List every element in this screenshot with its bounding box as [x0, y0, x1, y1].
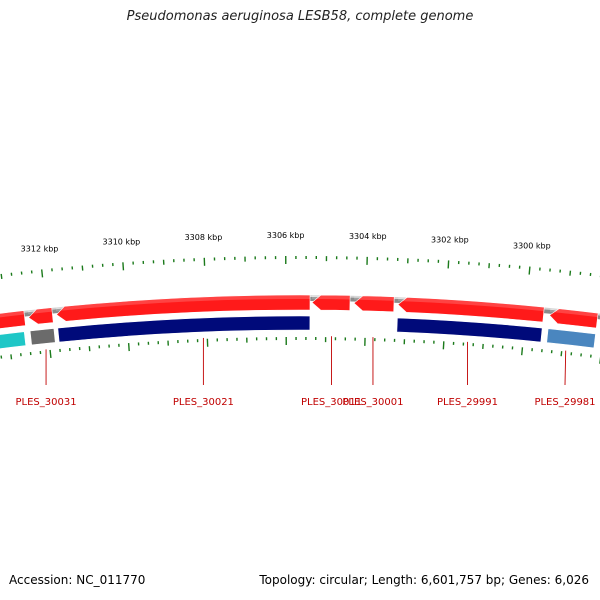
- accession-text: Accession: NC_011770: [9, 573, 146, 587]
- gene-fwd-mid: [311, 294, 351, 311]
- gene-highlight: [354, 295, 395, 301]
- gene-highlight: [55, 295, 311, 312]
- outer-tick: [528, 266, 531, 275]
- outer-tick: [41, 269, 44, 278]
- gene-label: PLES_30001: [342, 397, 403, 408]
- gene-label: PLES_29981: [534, 397, 595, 408]
- gene-fwd-long: [56, 294, 311, 322]
- scale-label: 3310 kbp: [103, 237, 141, 246]
- gene-highlight: [0, 310, 25, 318]
- gene-highlight: [312, 295, 351, 300]
- gene-label: PLES_30031: [16, 397, 77, 408]
- gene-rev-right: [396, 317, 543, 343]
- scale-label: 3312 kbp: [21, 245, 59, 254]
- scale-label: 3304 kbp: [349, 232, 387, 241]
- inner-tick: [127, 343, 130, 352]
- gene-fwd-right: [397, 297, 545, 323]
- scale-label: 3300 kbp: [513, 242, 551, 251]
- inner-tick: [521, 347, 524, 356]
- outer-tick: [569, 270, 572, 276]
- gene-gray-small: [29, 328, 56, 346]
- scale-label: 3302 kbp: [431, 235, 469, 244]
- gene-label-leader: [564, 350, 567, 386]
- genome-summary-text: Topology: circular; Length: 6,601,757 bp…: [259, 573, 589, 587]
- gene-highlight: [398, 296, 545, 312]
- inner-tick: [10, 354, 13, 360]
- inner-tick: [49, 349, 52, 359]
- gene-label: PLES_30011: [301, 397, 362, 408]
- gene-cyan-left: [0, 331, 27, 349]
- gene-highlight: [549, 307, 599, 318]
- genome-title: Pseudomonas aeruginosa LESB58, complete …: [126, 9, 474, 24]
- outer-tick: [122, 262, 125, 271]
- tick-layer: [0, 256, 600, 364]
- gene-highlight: [27, 307, 53, 315]
- track-layer: [0, 294, 600, 349]
- label-layer: 3312 kbp 3310 kbp 3308 kbp 3306 kbp 3304 kbp…: [16, 231, 596, 408]
- gene-label: PLES_29991: [437, 397, 498, 408]
- scale-label: 3308 kbp: [185, 233, 223, 242]
- gene-rev-long: [57, 315, 311, 343]
- scale-label: 3306 kbp: [267, 231, 305, 240]
- gene-fwd-left-edge: [0, 310, 26, 329]
- outer-tick: [0, 273, 3, 280]
- gene-fwd-small: [28, 307, 54, 325]
- gene-label: PLES_30021: [173, 397, 234, 408]
- gene-fwd-right-edge: [549, 308, 599, 329]
- gene-fwd-mid2: [353, 295, 395, 313]
- inner-tick: [560, 351, 563, 357]
- gene-steel-right: [546, 328, 596, 349]
